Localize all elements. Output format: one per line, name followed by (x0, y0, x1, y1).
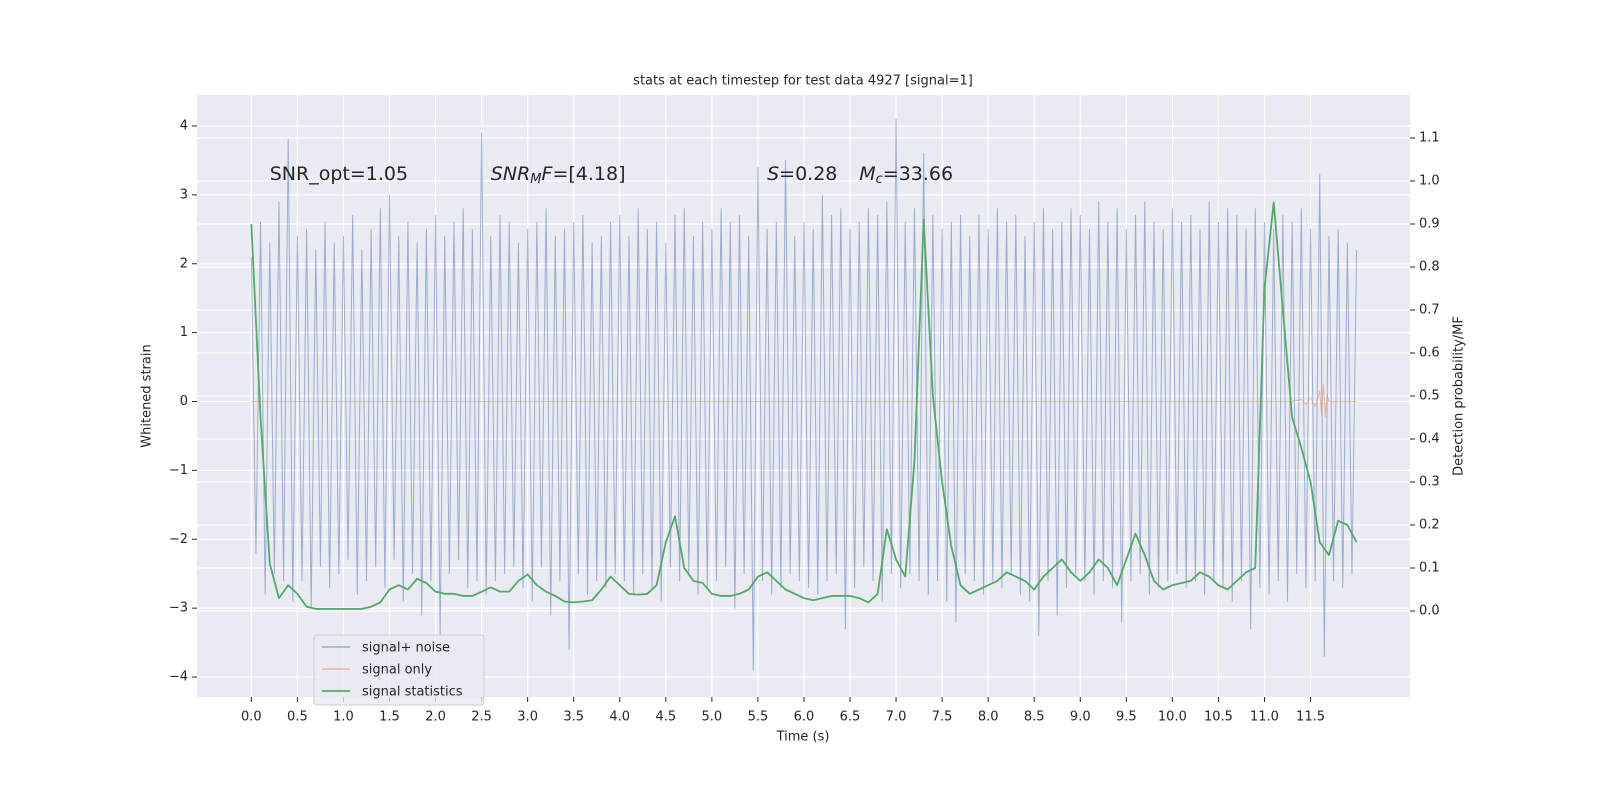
x-axis-label: Time (s) (776, 730, 830, 745)
y2-tick-label: 0.3 (1419, 475, 1440, 490)
y2-tick-label: 1.1 (1419, 131, 1440, 146)
y-tick-label: 1 (180, 325, 188, 340)
y-tick-label: −2 (169, 532, 188, 547)
y-axis-label: Whitened strain (140, 344, 155, 447)
y-tick-label: −1 (169, 463, 188, 478)
y2-tick-label: 1.0 (1419, 174, 1440, 189)
annotation-part: SNR (491, 163, 530, 185)
x-tick-label: 1.5 (379, 710, 400, 725)
x-tick-label: 2.5 (471, 710, 492, 725)
annotation: Mc=33.66 (859, 163, 953, 187)
x-tick-label: 1.0 (333, 710, 354, 725)
y-tick-label: −3 (169, 601, 188, 616)
annotation-part: SNR_opt=1.05 (270, 163, 408, 185)
annotation-part: =0.28 (779, 163, 837, 185)
y2-tick-label: 0.5 (1419, 389, 1440, 404)
x-tick-label: 10.0 (1158, 710, 1187, 725)
y2-tick-label: 0.9 (1419, 217, 1440, 232)
x-tick-label: 0.5 (287, 710, 308, 725)
legend-label: signal+ noise (362, 641, 450, 656)
x-tick-label: 0.0 (241, 710, 262, 725)
y-tick-label: 2 (180, 256, 188, 271)
x-tick-label: 6.0 (794, 710, 815, 725)
y-tick-label: 0 (180, 394, 188, 409)
legend-box (313, 634, 485, 706)
series-line (250, 118, 1358, 671)
series-line (250, 201, 1358, 610)
x-tick-label: 4.0 (609, 710, 630, 725)
x-tick-label: 4.5 (655, 710, 676, 725)
x-tick-label: 11.0 (1250, 710, 1279, 725)
chart-title: stats at each timestep for test data 492… (633, 74, 973, 89)
y2-tick-label: 0.1 (1419, 561, 1440, 576)
y2-tick-label: 0.0 (1419, 604, 1440, 619)
legend-label: signal statistics (362, 685, 463, 700)
y2-tick-label: 0.7 (1419, 303, 1440, 318)
y2-tick-label: 0.8 (1419, 260, 1440, 275)
annotation-part: =33.66 (883, 163, 953, 185)
x-tick-label: 3.0 (517, 710, 538, 725)
x-tick-label: 3.5 (563, 710, 584, 725)
x-tick-label: 6.5 (840, 710, 861, 725)
y2-tick-label: 0.2 (1419, 518, 1440, 533)
y-tick-label: 4 (180, 118, 188, 133)
y-tick-label: −4 (169, 670, 188, 685)
x-tick-label: 2.0 (425, 710, 446, 725)
annotation-part: =[4.18] (552, 163, 625, 185)
annotation: SNR_opt=1.05 (270, 163, 408, 185)
x-tick-label: 11.5 (1296, 710, 1325, 725)
annotation-part: c (876, 172, 883, 187)
labels: 0.0 0.5 1.0 1.5 2.0 2.5 3.0 3.5 4.0 4.5 5.0 5.5 6.0 6… (169, 118, 1440, 724)
x-tick-label: 7.5 (932, 710, 953, 725)
legend-label: signal only (362, 663, 432, 678)
x-tick-label: 5.5 (748, 710, 769, 725)
annotation: SNRMF=[4.18] (491, 163, 626, 187)
x-tick-label: 5.0 (702, 710, 723, 725)
annotation-part: M (859, 163, 875, 185)
annotation: S=0.28 (767, 163, 837, 185)
y2-tick-label: 0.4 (1419, 432, 1440, 447)
y2-axis-label: Detection probability/MF (1452, 316, 1467, 476)
y2-tick-label: 0.6 (1419, 346, 1440, 361)
x-tick-label: 8.5 (1024, 710, 1045, 725)
x-tick-label: 10.5 (1204, 710, 1233, 725)
x-tick-label: 9.5 (1116, 710, 1137, 725)
series-line (251, 383, 1357, 418)
x-tick-label: 8.0 (978, 710, 999, 725)
annotation-part: M (530, 172, 541, 187)
annotation-part: S (767, 163, 779, 185)
plot-marks (250, 118, 1358, 671)
annotation-part: F (542, 163, 554, 185)
y-tick-label: 3 (180, 187, 188, 202)
x-tick-label: 9.0 (1070, 710, 1091, 725)
x-tick-label: 7.0 (886, 710, 907, 725)
